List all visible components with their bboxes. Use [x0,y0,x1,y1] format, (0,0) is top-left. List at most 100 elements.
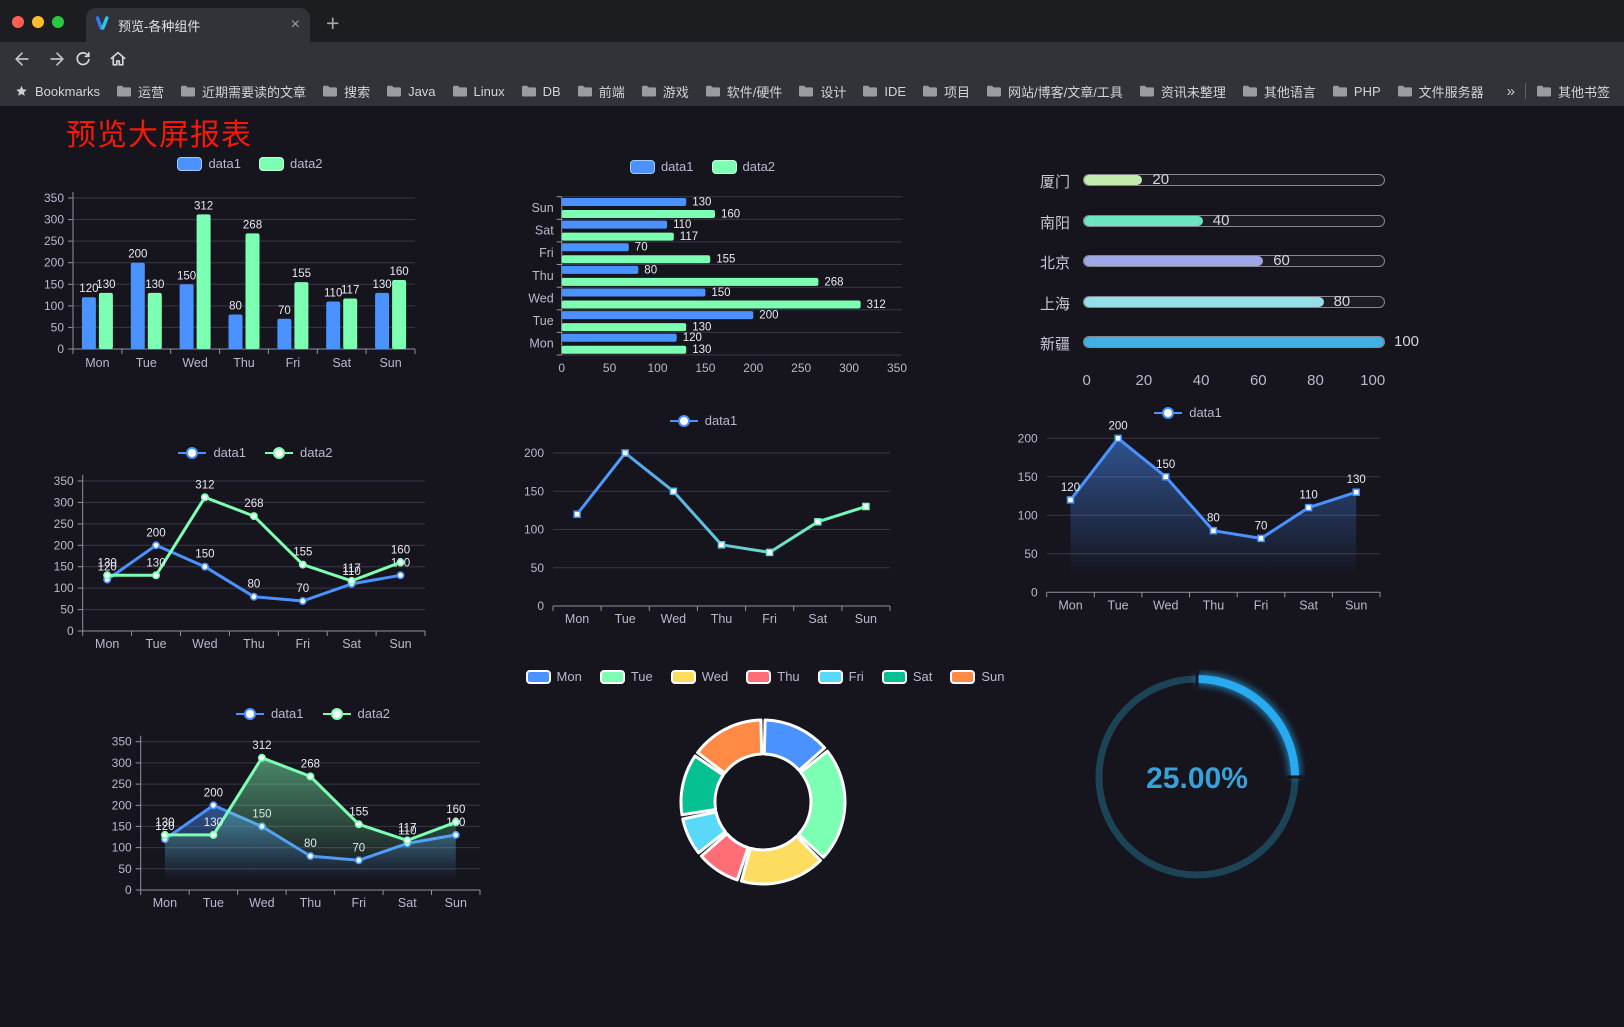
progress-track [1083,336,1385,348]
svg-text:Mon: Mon [529,337,553,351]
legend-item[interactable]: Fri [817,669,864,684]
forward-button[interactable] [45,47,69,71]
bookmark-item[interactable]: 近期需要读的文章 [180,82,306,101]
two-area-svg: 0 50 100 150 200 250 300 350 Mon Tue Wed Thu Fri Sat S… [112,735,481,910]
bookmark-item[interactable]: 其他语言 [1242,82,1316,101]
bookmark-item[interactable]: DB [521,82,561,101]
legend-item[interactable]: data1 [235,706,304,721]
svg-text:Mon: Mon [95,637,119,651]
bookmark-item[interactable]: 文件服务器 [1397,82,1484,101]
svg-text:Tue: Tue [533,314,554,328]
svg-text:Wed: Wed [528,292,554,306]
svg-text:Thu: Thu [243,637,265,651]
window-maximize-button[interactable] [52,16,64,28]
back-button[interactable] [10,47,34,71]
bookmarks-overflow-chevron[interactable]: » [1506,82,1515,100]
svg-text:Tue: Tue [145,637,166,651]
svg-text:155: 155 [349,806,368,818]
bookmark-item[interactable]: 运营 [116,82,164,101]
horizontal-bar-chart[interactable]: data1 data2 Sun 130 160 Sat 110 117 Fri 70 155 Thu 8… [495,145,910,385]
home-button[interactable] [106,47,130,71]
svg-text:150: 150 [524,484,544,498]
svg-text:300: 300 [839,361,859,375]
svg-text:200: 200 [1018,431,1038,445]
svg-text:155: 155 [293,547,312,559]
svg-text:200: 200 [524,446,544,460]
donut-pie-chart[interactable]: Mon Tue Wed Thu Fri Sat Sun [525,635,1004,897]
svg-text:200: 200 [146,527,165,539]
line-chart-two-series[interactable]: data1 data2 0 50 100 150 200 250 300 350 Mon Tue Wed… [40,420,470,665]
svg-text:Tue: Tue [136,356,157,370]
svg-text:150: 150 [195,549,214,561]
svg-text:150: 150 [1156,459,1175,471]
svg-text:300: 300 [44,213,64,227]
legend-item[interactable]: data2 [264,445,333,460]
window-close-button[interactable] [12,16,24,28]
svg-text:312: 312 [867,299,886,311]
grouped-bar-chart[interactable]: data1 data2 0 50 100 150 200 250 300 350 Mon Tue Wed… [40,140,460,385]
svg-text:312: 312 [194,200,213,212]
tab-title: 预览-各种组件 [118,18,201,34]
bookmark-item[interactable]: 网站/博客/文章/工具 [986,82,1123,101]
bookmark-item[interactable]: 搜索 [322,82,370,101]
bookmark-item[interactable]: IDE [862,82,906,101]
legend-item[interactable]: data2 [322,706,390,721]
svg-text:50: 50 [60,603,74,617]
bookmark-item[interactable]: Java [386,82,436,101]
legend-item[interactable]: data2 [711,159,775,174]
legend-item[interactable]: data1 [669,413,737,428]
progress-value: 80 [1333,292,1351,310]
svg-text:Thu: Thu [1203,598,1225,612]
legend-item[interactable]: Sat [881,669,932,684]
window-minimize-button[interactable] [32,16,44,28]
progress-track [1083,174,1385,186]
progress-bar-chart[interactable]: 厦门 20 南阳 40 北京 60 上海 80 新疆 100 0 20 40 60 80 100 [1000,150,1430,395]
legend-item[interactable]: Wed [670,669,728,684]
legend-item[interactable]: Sun [950,669,1004,684]
browser-tab[interactable]: 预览-各种组件 × [86,8,310,42]
area-chart-single[interactable]: data1 0 50 100 150 200 Mon Tue Wed Thu Fri Sat Sun 12… [985,385,1390,625]
legend-item[interactable]: data1 [177,156,241,171]
svg-text:250: 250 [791,361,811,375]
bookmark-item[interactable]: 前端 [577,82,625,101]
progress-value: 100 [1394,333,1420,350]
svg-text:Thu: Thu [532,269,554,283]
svg-text:Sat: Sat [808,612,827,626]
svg-text:Fri: Fri [762,612,777,626]
svg-text:150: 150 [711,287,730,299]
legend-item[interactable]: Mon [525,669,582,684]
legend-item[interactable]: data1 [629,159,694,174]
bookmark-item[interactable]: 软件/硬件 [705,82,782,101]
legend-item[interactable]: Thu [746,669,800,684]
bookmark-item[interactable]: PHP [1332,82,1381,101]
reload-button[interactable] [71,47,95,71]
bookmarks-manager-item[interactable]: Bookmarks [14,84,100,99]
other-bookmarks-folder[interactable]: 其他书签 [1536,82,1610,101]
legend-item[interactable]: data2 [259,156,323,171]
svg-text:25.00%: 25.00% [1146,762,1248,795]
legend-item[interactable]: data1 [177,445,246,460]
area-line-svg: 0 50 100 150 200 Mon Tue Wed Thu Fri Sat Sun 120 200 1… [1018,420,1381,612]
bookmark-item[interactable]: Linux [452,82,505,101]
bookmark-item[interactable]: 设计 [798,82,846,101]
bookmark-item[interactable]: 资讯未整理 [1139,82,1226,101]
svg-text:110: 110 [1299,490,1317,502]
bookmark-item[interactable]: 项目 [922,82,970,101]
svg-text:100: 100 [54,581,74,595]
svg-text:Tue: Tue [203,896,224,910]
new-tab-button[interactable]: + [326,10,340,36]
line-chart-gradient[interactable]: data1 0 50 100 150 200 Mon Tue Wed Thu Fri Sat Sun [503,395,903,635]
x-tick-label: 80 [1307,372,1324,389]
tab-close-icon[interactable]: × [290,16,300,33]
bookmark-item[interactable]: 游戏 [641,82,689,101]
progress-value: 60 [1273,252,1290,269]
legend-item[interactable]: Tue [599,669,653,684]
gauge-chart[interactable]: 25.00% [1090,670,1305,885]
progress-fill [1084,175,1143,185]
area-chart-two-series[interactable]: data1 data2 0 50 100 150 200 250 300 350 Mon Tue Wed… [100,670,525,915]
svg-text:50: 50 [603,361,617,375]
svg-text:160: 160 [446,804,465,816]
legend-item[interactable]: data1 [1153,405,1222,420]
svg-text:200: 200 [204,787,223,799]
svg-text:120: 120 [155,821,174,833]
